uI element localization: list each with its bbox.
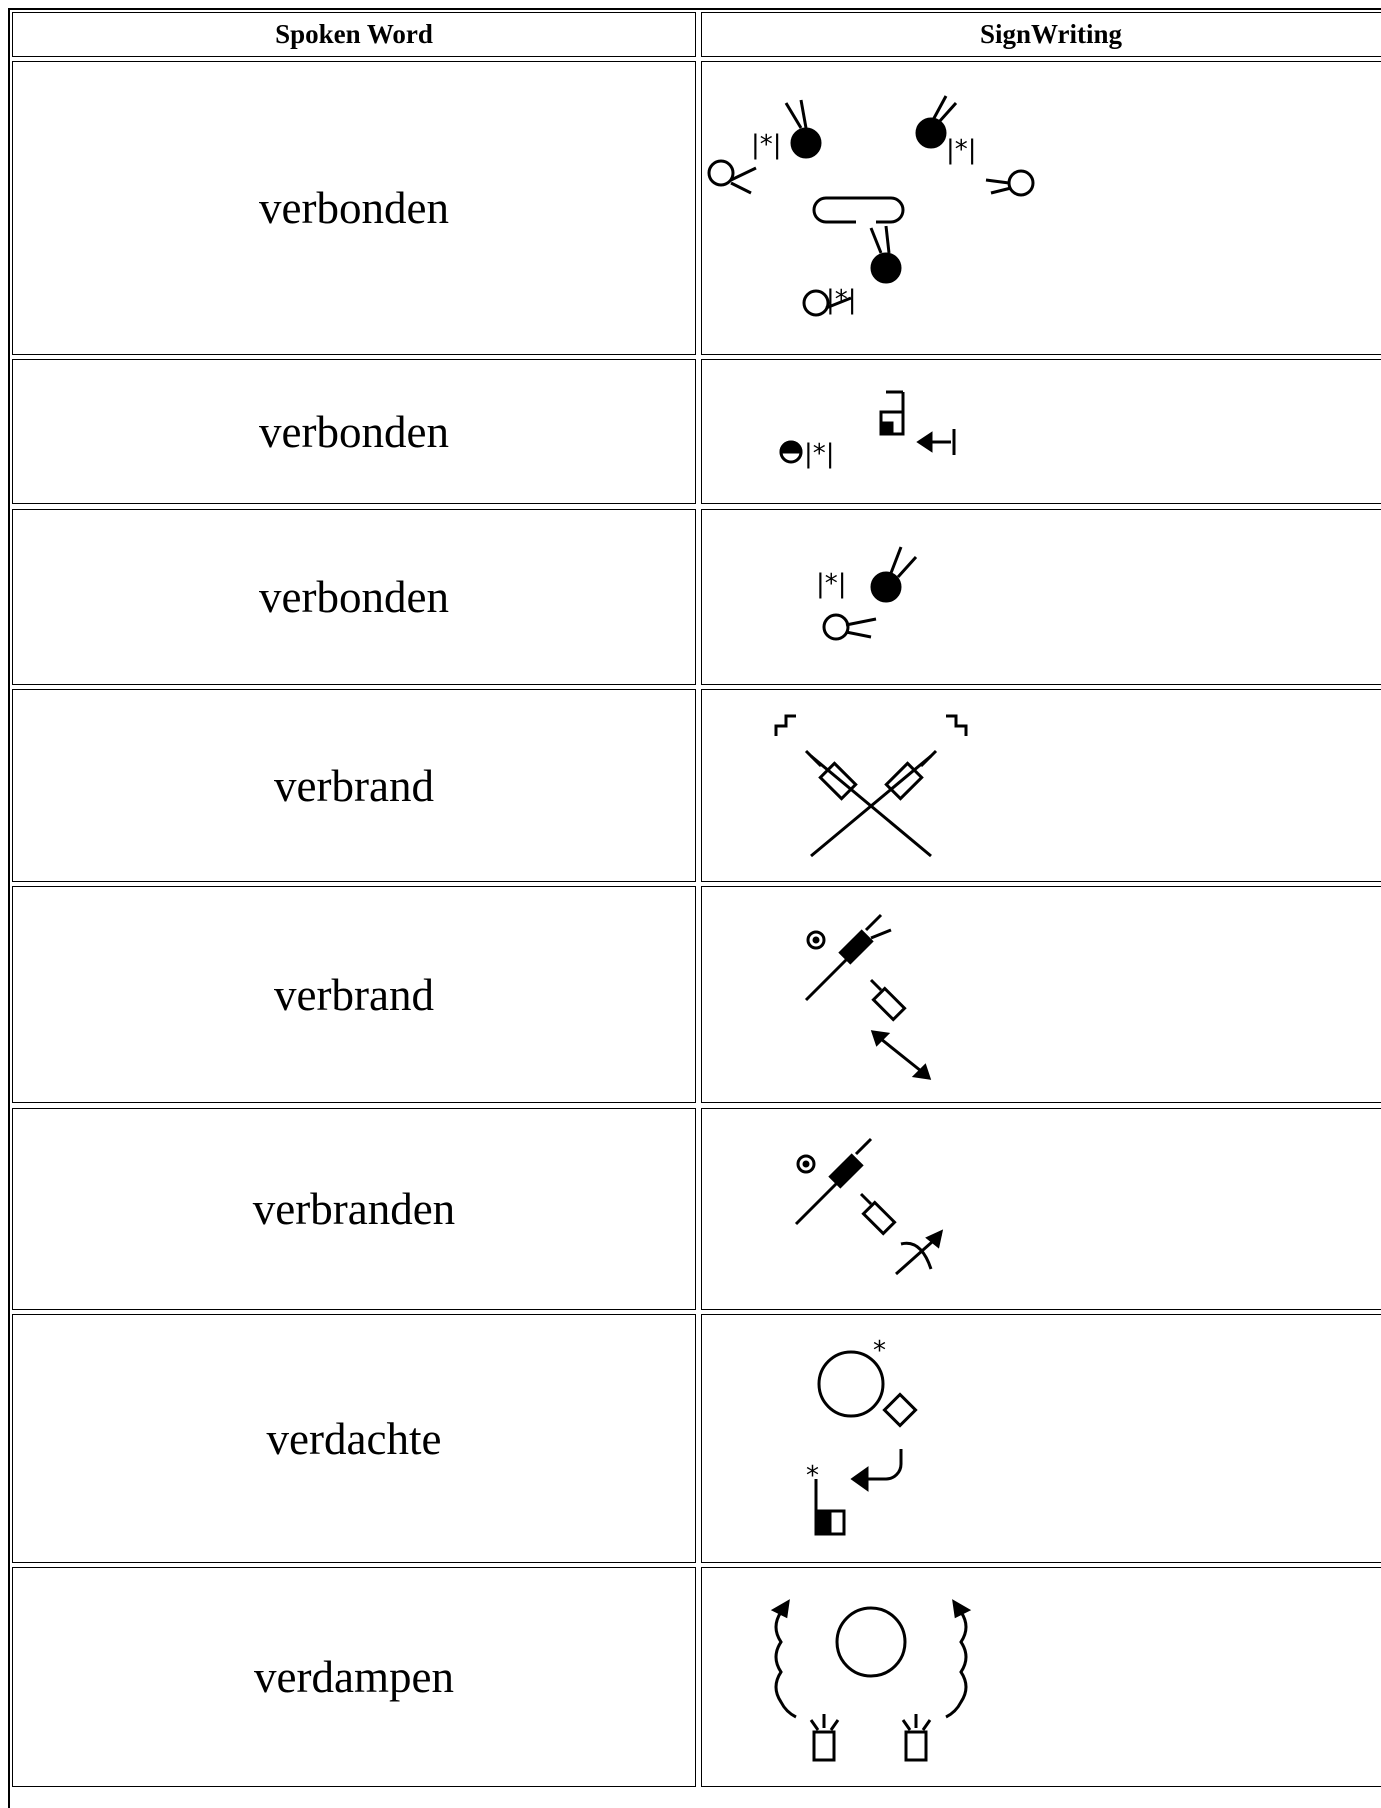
sign-cell: |*| |*| |*| [701, 61, 1381, 355]
word-cell: verdachte [12, 1314, 696, 1563]
word-cell: verbrand [12, 886, 696, 1103]
sign-cell [701, 1567, 1381, 1787]
sign-cell [701, 886, 1381, 1103]
svg-text:|*|: |*| [804, 439, 835, 469]
signwriting-glyph: |*| [779, 390, 956, 469]
svg-text:|*|: |*| [751, 130, 782, 160]
signwriting-glyph: |*| |*| |*| [707, 95, 1035, 317]
signwriting-glyph: * * [806, 1336, 918, 1535]
sign-cell: * * [701, 1314, 1381, 1563]
svg-text:|*|: |*| [816, 569, 847, 599]
sign-cell: |*| [701, 359, 1381, 504]
word-cell: verbrand [12, 689, 696, 882]
sign-cell [701, 1108, 1381, 1310]
header-cell: Spoken Word [12, 12, 696, 57]
word-cell: verdampen [12, 1567, 696, 1787]
sign-cell [701, 689, 1381, 882]
table-frame [8, 8, 1381, 1808]
svg-text:|*|: |*| [826, 285, 857, 315]
word-cell: verbonden [12, 359, 696, 504]
word-cell: verbonden [12, 61, 696, 355]
word-cell: verbranden [12, 1108, 696, 1310]
signwriting-glyph [774, 714, 968, 857]
svg-text:|*|: |*| [946, 135, 977, 165]
signwriting-glyph [770, 1599, 972, 1762]
page: {"table": {"header": ["Spoken Word", "Si… [8, 8, 1381, 1808]
svg-text:*: * [873, 1336, 886, 1366]
signwriting-glyph: |*| [816, 546, 918, 641]
sign-cell: |*| [701, 509, 1381, 685]
signwriting-glyph [804, 913, 932, 1080]
signwriting-glyph [794, 1137, 944, 1276]
header-cell: SignWriting [701, 12, 1381, 57]
word-cell: verbonden [12, 509, 696, 685]
